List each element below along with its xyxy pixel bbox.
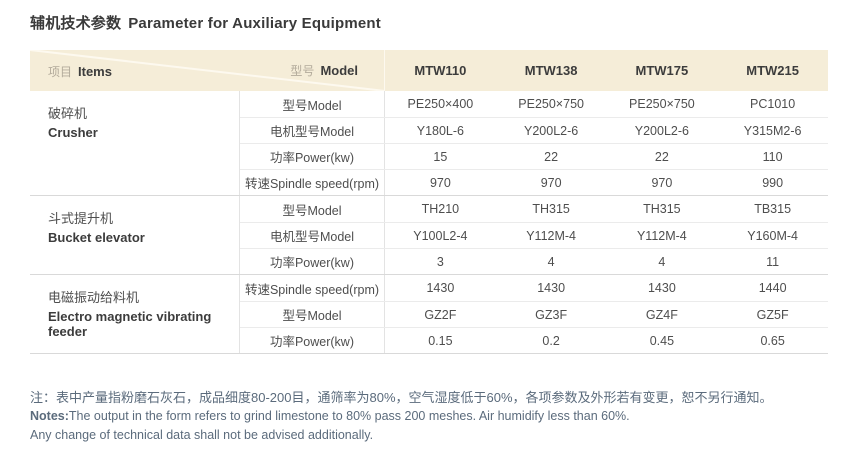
value-cell: Y315M2-6 <box>743 123 802 138</box>
model-header-label: 型号 Model <box>290 62 358 79</box>
note-line-en-1: Notes:The output in the form refers to g… <box>30 407 773 426</box>
group-name-zh: 破碎机 <box>48 106 88 121</box>
value-cell: Y112M-4 <box>636 228 687 243</box>
model-label-en: Model <box>320 63 358 78</box>
equipment-group: 破碎机 Crusher 型号Model PE250×400 PE250×750 PE250… <box>30 91 828 195</box>
value-cell: 970 <box>540 175 562 190</box>
value-cell: GZ2F <box>424 307 457 322</box>
param-name-cell: 功率Power(kw) <box>240 249 385 274</box>
param-name-cell: 型号Model <box>240 91 385 117</box>
value-cell: 15 <box>433 149 448 164</box>
value-cell: Y100L2-4 <box>413 228 468 243</box>
column-header-mtw110: MTW110 <box>414 63 467 78</box>
value-cell: PE250×400 <box>407 97 474 111</box>
parameters-table: 项目 Items 型号 Model MTW110 MTW138 MTW175 MTW215… <box>30 50 828 354</box>
value-cell: Y200L2-6 <box>524 123 579 138</box>
group-name-en: Crusher <box>48 125 98 140</box>
param-name-cell: 电机型号Model <box>240 118 385 143</box>
table-row: 转速Spindle speed(rpm) 1430 1430 1430 1440 <box>240 275 828 301</box>
note-line-zh: 注：表中产量指粉磨石灰石，成品细度80-200目，通筛率为80%，空气湿度低于6… <box>30 390 773 405</box>
table-row: 电机型号Model Y180L-6 Y200L2-6 Y200L2-6 Y315M2-6 <box>240 117 828 143</box>
group-label: 斗式提升机 Bucket elevator <box>30 196 240 274</box>
group-name-en: Electro magnetic vibrating feeder <box>48 309 212 339</box>
value-cell: 22 <box>654 149 669 164</box>
value-cell: 970 <box>651 175 673 190</box>
value-cell: PC1010 <box>750 97 796 111</box>
value-cell: 970 <box>429 175 451 190</box>
param-name-cell: 功率Power(kw) <box>240 144 385 169</box>
param-name-cell: 功率Power(kw) <box>240 328 385 353</box>
value-cell: TH315 <box>643 202 681 216</box>
value-cell: TH315 <box>532 202 570 216</box>
items-label-zh: 项目 <box>48 65 73 79</box>
value-cell: Y112M-4 <box>526 228 577 243</box>
value-cell: 1430 <box>537 281 566 295</box>
value-cell: 990 <box>762 175 784 190</box>
table-row: 转速Spindle speed(rpm) 970 970 970 990 <box>240 169 828 195</box>
table-row: 功率Power(kw) 0.15 0.2 0.45 0.65 <box>240 327 828 353</box>
table-body: 破碎机 Crusher 型号Model PE250×400 PE250×750 PE250… <box>30 91 828 354</box>
table-row: 型号Model TH210 TH315 TH315 TB315 <box>240 196 828 222</box>
page-title-zh: 辅机技术参数 <box>30 15 122 32</box>
notes-label: Notes: <box>30 409 69 423</box>
value-cell: GZ4F <box>645 307 678 322</box>
note-line-en-2: Any change of technical data shall not b… <box>30 428 374 442</box>
group-name-en: Bucket elevator <box>48 230 145 245</box>
note-line-en-1-text: The output in the form refers to grind l… <box>68 409 630 423</box>
value-cell: 110 <box>762 149 783 164</box>
value-cell: 1430 <box>647 281 676 295</box>
group-label: 破碎机 Crusher <box>30 91 240 195</box>
value-cell: TH210 <box>421 202 460 216</box>
group-name-zh: 电磁振动给料机 <box>48 290 140 305</box>
equipment-group: 电磁振动给料机 Electro magnetic vibrating feeder… <box>30 274 828 353</box>
value-cell: 0.65 <box>760 333 785 348</box>
table-row: 型号Model PE250×400 PE250×750 PE250×750 PC1010 <box>240 91 828 117</box>
param-name-cell: 电机型号Model <box>240 223 385 248</box>
value-cell: GZ5F <box>756 307 789 322</box>
column-header-mtw175: MTW175 <box>635 63 689 78</box>
items-model-header-cell: 项目 Items 型号 Model <box>30 50 385 91</box>
value-cell: 0.15 <box>428 333 453 348</box>
table-row: 电机型号Model Y100L2-4 Y112M-4 Y112M-4 Y160M-4 <box>240 222 828 248</box>
table-row: 型号Model GZ2F GZ3F GZ4F GZ5F <box>240 301 828 327</box>
value-cell: PE250×750 <box>518 97 584 111</box>
value-cell: Y200L2-6 <box>634 123 689 138</box>
group-rows: 型号Model PE250×400 PE250×750 PE250×750 PC1010… <box>240 91 828 195</box>
group-label: 电磁振动给料机 Electro magnetic vibrating feeder <box>30 275 240 353</box>
table-row: 功率Power(kw) 15 22 22 110 <box>240 143 828 169</box>
equipment-group: 斗式提升机 Bucket elevator 型号Model TH210 TH315 TH3… <box>30 195 828 274</box>
column-header-mtw138: MTW138 <box>524 63 578 78</box>
page-title: 辅机技术参数 Parameter for Auxiliary Equipment <box>30 12 381 33</box>
diagonal-divider-line <box>30 50 385 91</box>
value-cell: Y180L-6 <box>416 123 464 138</box>
param-name-cell: 转速Spindle speed(rpm) <box>240 170 385 195</box>
value-cell: PE250×750 <box>629 97 695 111</box>
value-cell: 1440 <box>758 281 787 295</box>
value-cell: 11 <box>766 254 780 269</box>
value-cell: 3 <box>436 254 444 269</box>
value-cell: 1430 <box>426 281 455 295</box>
value-cell: 0.2 <box>542 333 560 348</box>
items-label-en: Items <box>78 64 112 79</box>
group-rows: 型号Model TH210 TH315 TH315 TB315 电机型号Model Y100… <box>240 196 828 274</box>
value-cell: 0.45 <box>649 333 675 348</box>
notes-block: 注：表中产量指粉磨石灰石，成品细度80-200目，通筛率为80%，空气湿度低于6… <box>30 388 773 445</box>
param-name-cell: 型号Model <box>240 196 385 222</box>
table-row: 功率Power(kw) 3 4 4 11 <box>240 248 828 274</box>
model-label-zh: 型号 <box>290 64 315 78</box>
value-cell: Y160M-4 <box>747 228 798 243</box>
page-title-en: Parameter for Auxiliary Equipment <box>128 15 381 32</box>
items-header-label: 项目 Items <box>48 63 112 80</box>
column-header-mtw215: MTW215 <box>746 63 799 78</box>
value-cell: GZ3F <box>535 307 568 322</box>
value-cell: 4 <box>547 254 555 269</box>
value-cell: 4 <box>658 254 666 269</box>
table-header: 项目 Items 型号 Model MTW110 MTW138 MTW175 MTW215 <box>30 50 828 91</box>
param-name-cell: 转速Spindle speed(rpm) <box>240 275 385 301</box>
value-cell: TB315 <box>754 202 792 216</box>
group-rows: 转速Spindle speed(rpm) 1430 1430 1430 1440 型号Mo… <box>240 275 828 353</box>
group-name-zh: 斗式提升机 <box>48 211 114 226</box>
value-cell: 22 <box>544 149 559 164</box>
param-name-cell: 型号Model <box>240 302 385 327</box>
